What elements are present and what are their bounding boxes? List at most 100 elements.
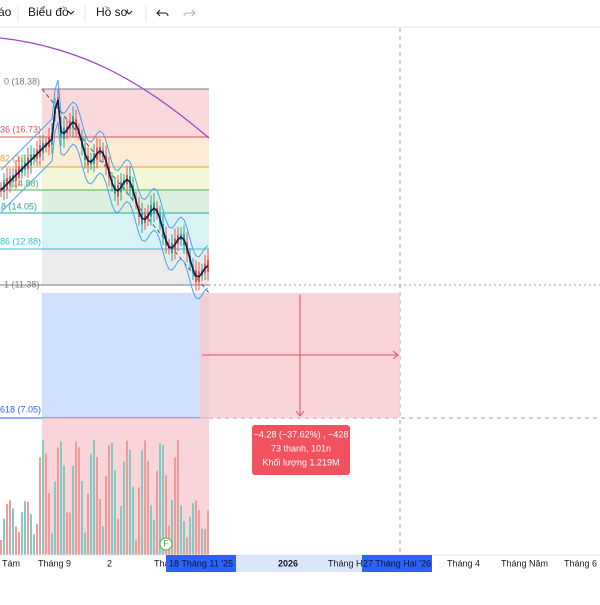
volume-bar — [69, 512, 71, 555]
fib-label: 18 (14.05) — [0, 201, 37, 211]
volume-bar — [114, 470, 116, 555]
volume-bar — [90, 453, 92, 555]
x-tick-label: Thá — [154, 558, 170, 568]
volume-bar — [186, 537, 188, 555]
volume-bar — [102, 526, 104, 555]
volume-bar — [81, 481, 83, 555]
chevron — [67, 10, 75, 15]
volume-bar — [60, 441, 62, 555]
volume-bar — [204, 529, 206, 555]
volume-bar — [153, 519, 155, 555]
measure-text: Khối lượng 1.219M — [263, 457, 340, 467]
x-tick-label: Tháng Năm — [501, 558, 548, 568]
bollinger-lower — [0, 121, 209, 300]
undo-button[interactable] — [156, 9, 169, 17]
volume-bar — [24, 501, 26, 555]
x-highlight-label: 27 Tháng Hai '26 — [363, 558, 431, 568]
volume-bar — [117, 518, 119, 555]
axis-range — [209, 555, 400, 572]
fib-label: 36 (16.73) — [0, 124, 41, 134]
chevron — [125, 10, 133, 15]
volume-bar — [63, 465, 65, 555]
volume-bar — [144, 440, 146, 555]
volume-bar — [93, 440, 95, 555]
volume-bar — [72, 465, 74, 555]
volume-bar — [108, 445, 110, 555]
fib-label: 82 (15.71) — [0, 153, 41, 163]
fib-label: 618 (7.05) — [0, 404, 41, 414]
volume-bar — [180, 505, 182, 555]
volume-bar — [195, 500, 197, 555]
ma-line — [0, 37, 210, 139]
volume-bar — [147, 460, 149, 555]
toolbar-item[interactable]: Hồ sơ — [96, 5, 129, 19]
volume-bar — [78, 447, 80, 555]
x-highlight — [362, 555, 432, 572]
volume-bar — [189, 516, 191, 555]
volume-bar — [198, 510, 200, 555]
x-tick-label: Tám — [2, 558, 20, 568]
volume-bar — [39, 457, 41, 555]
volume-bar — [192, 503, 194, 555]
x-tick-label: Tháng 6 — [564, 558, 597, 568]
marker[interactable] — [159, 537, 173, 551]
volume-bar — [105, 475, 107, 555]
toolbar — [0, 0, 600, 27]
volume-bar — [129, 449, 131, 555]
volume-bar — [135, 539, 137, 555]
fib-label: 86 (12.88) — [0, 236, 41, 246]
x-tick-label: Tháng 4 — [447, 558, 480, 568]
volume-bar — [156, 470, 158, 555]
volume-bar — [48, 492, 50, 555]
volume-bar — [51, 533, 53, 555]
range-arrow — [295, 410, 305, 417]
volume-bar — [18, 531, 20, 555]
volume-bar — [30, 514, 32, 555]
marker-text: F — [163, 538, 169, 548]
volume-bar — [33, 534, 35, 555]
volume-bar — [75, 441, 77, 555]
volume-bar — [132, 486, 134, 555]
ma-line — [0, 99, 209, 278]
volume-bar — [66, 512, 68, 555]
redo-button[interactable] — [183, 9, 196, 17]
fib-label: 0 (18.38) — [4, 76, 40, 86]
volume-bar — [15, 526, 17, 555]
toolbar-item[interactable]: Biểu đồ — [28, 5, 69, 19]
volume-bar — [141, 450, 143, 555]
volume-bar — [171, 499, 173, 555]
volume-bar — [21, 512, 23, 555]
volume-bar — [207, 510, 209, 555]
volume-bar — [87, 493, 89, 555]
volume-bar — [126, 440, 128, 555]
volume-bar — [201, 528, 203, 555]
volume-bar — [12, 508, 14, 555]
volume-bar — [177, 440, 179, 555]
candles — [0, 79, 209, 300]
volume-bar — [45, 453, 47, 555]
volume-bar — [123, 461, 125, 555]
volume-bar — [57, 447, 59, 555]
x-highlight — [166, 555, 236, 572]
volume-bar — [36, 523, 38, 555]
volume-bar — [3, 518, 5, 555]
volume-bar — [99, 499, 101, 555]
x-tick-label: Tháng Hai — [328, 558, 370, 568]
volume-bar — [9, 500, 11, 555]
volume-bar — [159, 443, 161, 555]
toolbar-item[interactable]: áo — [0, 5, 12, 19]
x-tick-label: 2 — [107, 558, 112, 568]
volume-bar — [27, 501, 29, 555]
volume-bar — [96, 456, 98, 555]
measure-label — [252, 425, 350, 475]
fib-retracement[interactable] — [0, 88, 210, 419]
volume-bar — [42, 440, 44, 555]
volume-bar — [120, 506, 122, 555]
volume-bar — [174, 457, 176, 555]
fib-label: 1 (11.38) — [4, 279, 39, 289]
measure-text: −4.28 (−37.62%) , −428 — [254, 429, 349, 439]
range-arrow — [392, 350, 399, 360]
volume-bar — [138, 487, 140, 555]
x-tick-label: 2026 — [278, 558, 298, 568]
